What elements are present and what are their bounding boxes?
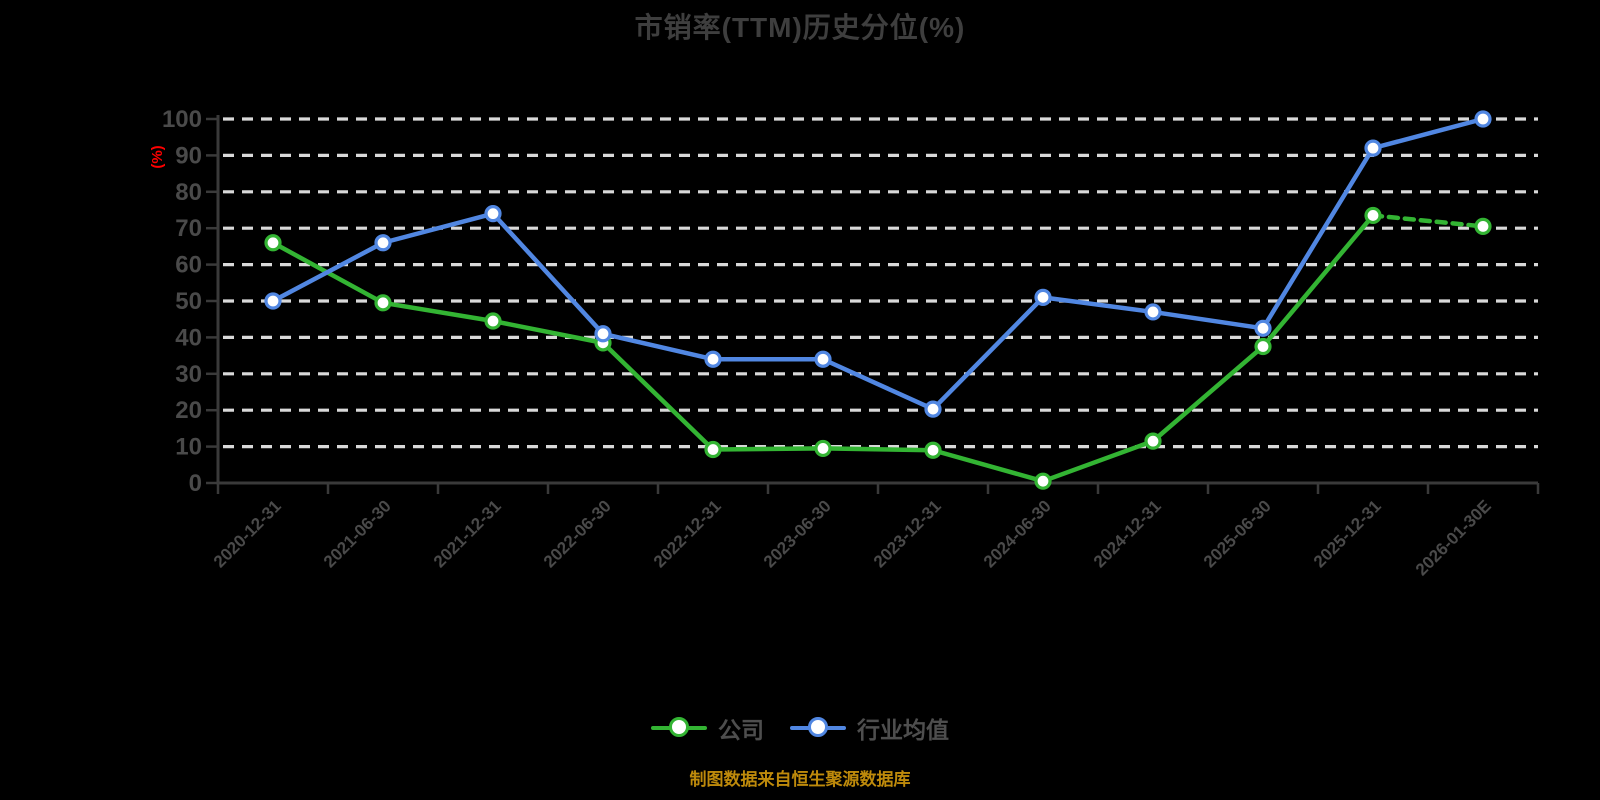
- series-line-industry-average: [270, 116, 1486, 412]
- y-tick-label: 0: [189, 470, 202, 497]
- data-point-company-2024-12-31[interactable]: [1144, 432, 1162, 450]
- data-point-industry-average-2022-12-31[interactable]: [704, 350, 722, 368]
- data-point-company-2021-06-30[interactable]: [374, 294, 392, 312]
- data-point-company-2021-12-31[interactable]: [484, 312, 502, 330]
- legend-item-industry-average[interactable]: 行业均值: [790, 711, 949, 745]
- y-tick-label: 10: [175, 434, 202, 461]
- x-tick-label: 2021-12-31: [430, 496, 505, 571]
- data-point-company-2022-12-31[interactable]: [704, 440, 722, 459]
- data-point-industry-average-2021-12-31[interactable]: [484, 205, 502, 223]
- x-tick-label: 2024-12-31: [1090, 496, 1165, 571]
- data-point-company-2025-06-30[interactable]: [1254, 337, 1272, 356]
- data-point-company-2025-12-31[interactable]: [1364, 206, 1382, 225]
- line-chart: 0 10 20 30 40 50 60 70 80 90 100 2020-12-31 2021-06-…: [149, 106, 1540, 579]
- y-tick-label: 20: [175, 397, 202, 424]
- data-point-industry-average-2024-12-31[interactable]: [1144, 303, 1162, 321]
- x-tick-label: 2025-12-31: [1310, 496, 1385, 571]
- x-tick-label: 2021-06-30: [320, 496, 395, 571]
- data-point-company-2026-01-30E[interactable]: [1474, 217, 1492, 235]
- data-point-industry-average-2022-06-30[interactable]: [594, 325, 612, 343]
- x-tick-label: 2022-12-31: [650, 496, 725, 571]
- percent-axis-label: (%): [149, 145, 166, 168]
- data-point-industry-average-2023-12-31[interactable]: [924, 400, 942, 418]
- data-point-company-2023-06-30[interactable]: [814, 439, 832, 458]
- y-tick-label: 50: [175, 288, 202, 315]
- axes: 0 10 20 30 40 50 60 70 80 90 100 2020-12-31 2021-06-…: [162, 106, 1540, 579]
- series-line-company-forecast: [1370, 213, 1486, 229]
- series-company: [264, 206, 1492, 490]
- legend-item-company[interactable]: 公司: [651, 711, 764, 745]
- data-source-note: 制图数据来自恒生聚源数据库: [689, 770, 911, 789]
- data-point-industry-average-2026-01-30E[interactable]: [1474, 110, 1492, 128]
- legend-label-company: 公司: [718, 717, 764, 743]
- series-industry-average: [264, 110, 1492, 418]
- data-point-company-2023-12-31[interactable]: [924, 441, 942, 459]
- y-tick-label: 30: [175, 361, 202, 388]
- data-point-industry-average-2023-06-30[interactable]: [814, 350, 832, 368]
- x-tick-label: 2023-12-31: [870, 496, 945, 571]
- y-tick-label: 60: [175, 252, 202, 279]
- x-tick-label: 2026-01-30E: [1412, 496, 1495, 579]
- data-point-industry-average-2024-06-30[interactable]: [1034, 288, 1052, 306]
- legend-label-industry-average: 行业均值: [857, 717, 949, 743]
- x-tick-label: 2023-06-30: [760, 496, 835, 571]
- x-tick-label: 2024-06-30: [980, 496, 1055, 571]
- y-tick-label: 70: [175, 215, 202, 242]
- data-point-industry-average-2021-06-30[interactable]: [374, 234, 392, 252]
- y-tick-label: 80: [175, 179, 202, 206]
- legend: 公司 行业均值: [0, 711, 1600, 745]
- company-line-marker-icon: [651, 716, 707, 740]
- data-point-industry-average-2025-06-30[interactable]: [1254, 319, 1272, 337]
- x-tick-label: 2022-06-30: [540, 496, 615, 571]
- y-tick-label: 100: [162, 106, 202, 133]
- x-tick-label: 2020-12-31: [210, 496, 285, 571]
- data-point-industry-average-2020-12-31[interactable]: [264, 292, 282, 310]
- industry-average-line-marker-icon: [790, 716, 846, 740]
- x-tick-label: 2025-06-30: [1200, 496, 1275, 571]
- data-point-company-2020-12-31[interactable]: [264, 234, 282, 252]
- y-tick-label: 90: [175, 142, 202, 169]
- data-point-company-2024-06-30[interactable]: [1034, 472, 1052, 490]
- y-tick-label: 40: [175, 324, 202, 351]
- gridlines: [223, 117, 1538, 449]
- data-point-industry-average-2025-12-31[interactable]: [1364, 139, 1382, 157]
- chart-title: 市销率(TTM)历史分位(%): [634, 12, 966, 43]
